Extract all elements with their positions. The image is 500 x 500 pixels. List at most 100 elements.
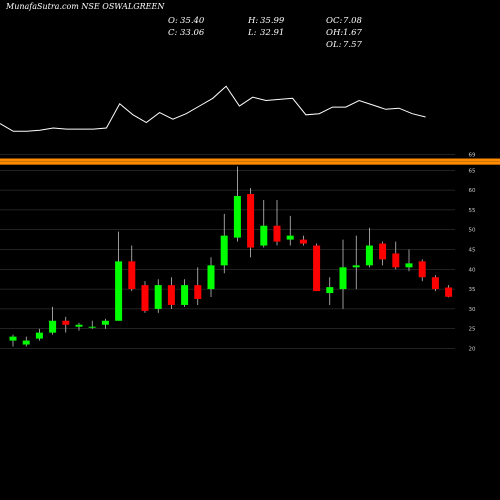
oh-label: OH: — [326, 28, 344, 38]
y-tick-label: 69 — [469, 152, 476, 158]
high-label: H: — [248, 16, 259, 26]
candles — [9, 166, 453, 347]
candle-body-down — [194, 285, 202, 299]
candle-body-up — [115, 261, 123, 321]
candle-body-down — [141, 285, 149, 311]
candle-body-down — [62, 320, 70, 325]
price-bands — [0, 158, 500, 165]
candle-body-down — [379, 243, 387, 260]
candle-body-down — [167, 285, 175, 305]
candle — [101, 318, 109, 329]
candle — [445, 285, 453, 298]
y-tick-label: 35 — [469, 287, 476, 293]
low-value: 32.91 — [260, 28, 285, 38]
candle-body-up — [9, 336, 17, 341]
y-tick-label: 20 — [469, 347, 476, 353]
candle-body-up — [35, 332, 43, 339]
y-tick-label: 45 — [469, 248, 476, 254]
candle-body-up — [326, 287, 334, 294]
price-band — [0, 158, 500, 162]
high-value: 35.99 — [260, 16, 285, 26]
candle — [141, 281, 149, 313]
candle-body-down — [418, 261, 426, 278]
candle-body-up — [233, 196, 241, 238]
candle-body-up — [101, 320, 109, 325]
candle — [418, 259, 426, 282]
candle-body-down — [445, 287, 453, 297]
y-tick-label: 25 — [469, 327, 476, 333]
candle — [405, 249, 413, 272]
candle — [49, 306, 57, 335]
candle — [260, 200, 268, 248]
candle — [62, 316, 70, 333]
candle — [339, 239, 347, 309]
candle — [75, 322, 83, 331]
candle — [313, 243, 321, 292]
ol-label: OL: — [326, 40, 342, 50]
candle — [326, 277, 334, 305]
candle-body-down — [392, 253, 400, 268]
candle-body-up — [220, 235, 228, 266]
candle-body-down — [247, 194, 255, 248]
candle — [286, 215, 294, 246]
candle-body-up — [75, 324, 83, 327]
candle — [247, 188, 255, 258]
ol-value: 7.57 — [343, 40, 362, 50]
close-value: 33.06 — [180, 28, 205, 38]
oc-label: OC: — [326, 16, 343, 26]
y-axis-ticks: 20 25 30 35 40 45 50 55 60 65 69 — [469, 152, 476, 352]
candle — [22, 336, 30, 347]
candle — [181, 279, 189, 307]
candle — [365, 227, 373, 268]
open-label: O: — [168, 16, 178, 26]
candle — [194, 267, 202, 305]
y-tick-label: 55 — [469, 208, 476, 214]
candle — [431, 275, 439, 292]
candle — [9, 334, 17, 347]
candle — [35, 328, 43, 341]
y-tick-label: 30 — [469, 307, 476, 313]
candle-body-up — [339, 267, 347, 290]
candle-body-up — [352, 265, 360, 268]
candle — [392, 241, 400, 270]
candle-body-up — [286, 235, 294, 240]
candle-body-down — [299, 239, 307, 244]
candle-body-up — [88, 326, 96, 328]
candle-body-up — [154, 285, 162, 309]
candle-body-up — [22, 340, 30, 345]
candle — [154, 279, 162, 313]
indicator-line — [0, 85, 426, 132]
y-tick-label: 60 — [469, 188, 476, 194]
candle-body-up — [49, 320, 57, 333]
price-band — [0, 161, 500, 165]
candle — [379, 241, 387, 266]
candle — [167, 277, 175, 309]
candle-body-down — [273, 225, 281, 242]
candle-body-up — [365, 245, 373, 266]
open-value: 35.40 — [180, 16, 205, 26]
candle-body-up — [181, 285, 189, 305]
candle — [299, 235, 307, 246]
chart-title: MunafaSutra.com NSE OSWALGREEN — [6, 2, 165, 11]
close-label: C: — [168, 28, 178, 38]
candle — [207, 257, 215, 298]
candle — [115, 231, 123, 321]
candle — [88, 320, 96, 329]
candle — [233, 166, 241, 242]
y-tick-label: 50 — [469, 228, 476, 234]
y-tick-label: 40 — [469, 267, 476, 273]
candle — [352, 235, 360, 290]
candle-body-down — [431, 277, 439, 290]
indicator-series-line — [0, 85, 426, 132]
oh-value: 1.67 — [343, 28, 362, 38]
candle-body-up — [207, 265, 215, 290]
candle-body-up — [260, 225, 268, 246]
low-label: L: — [248, 28, 257, 38]
candle-body-down — [313, 245, 321, 292]
candle — [220, 213, 228, 274]
candle-body-up — [405, 263, 413, 268]
y-tick-label: 65 — [469, 168, 476, 174]
candle — [128, 245, 136, 292]
oc-value: 7.08 — [343, 16, 362, 26]
